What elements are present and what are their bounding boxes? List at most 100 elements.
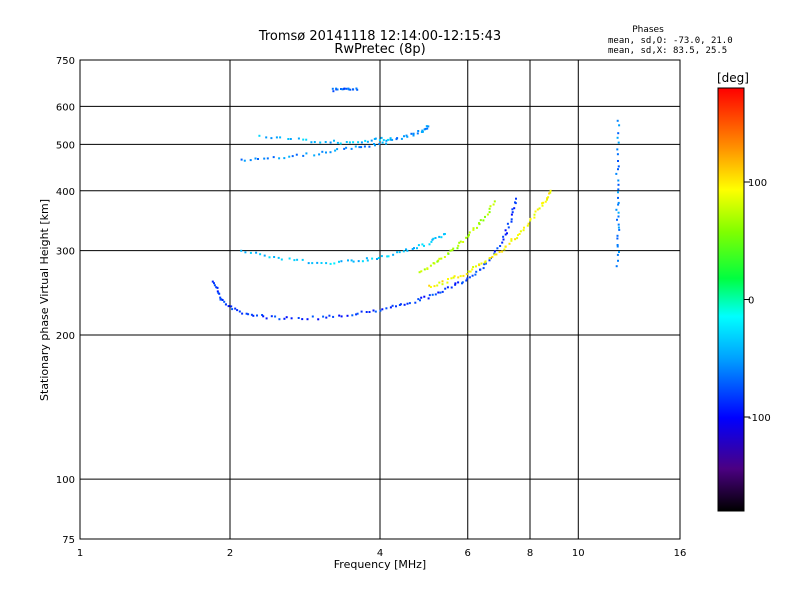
echo-point (436, 284, 439, 287)
echo-point (365, 257, 368, 260)
echo-point (617, 191, 619, 194)
echo-point (391, 304, 394, 307)
echo-point (381, 308, 384, 311)
echo-point (472, 227, 475, 230)
colorbar-gradient (717, 87, 745, 512)
trace (240, 125, 430, 162)
echo-point (398, 251, 401, 254)
echo-point (366, 140, 369, 143)
echo-point (240, 158, 243, 161)
echo-point (333, 139, 335, 142)
echo-point (352, 141, 355, 144)
echo-point (433, 262, 436, 265)
echo-point (616, 253, 619, 256)
echo-point (457, 244, 460, 247)
plot-frame (79, 59, 681, 540)
echo-point (514, 201, 516, 204)
echo-point (426, 267, 429, 270)
x-tick-label: 16 (674, 548, 687, 559)
echo-point (465, 236, 468, 239)
echo-point (306, 318, 309, 321)
echo-point (431, 293, 434, 296)
echo-point (428, 294, 431, 297)
echo-point (408, 302, 411, 305)
echo-point (391, 138, 394, 141)
echo-point (517, 234, 519, 237)
echo-point (389, 306, 392, 309)
echo-point (352, 260, 355, 263)
echo-point (305, 138, 308, 141)
echo-point (475, 270, 478, 273)
echo-point (328, 314, 331, 317)
echo-point (297, 317, 300, 319)
echo-point (368, 145, 371, 148)
echo-point (371, 257, 374, 260)
echo-point (549, 189, 552, 192)
stats-header: Phases (632, 25, 664, 35)
echo-point (417, 298, 420, 301)
echo-point (266, 157, 269, 160)
echo-point (434, 237, 437, 239)
echo-point (340, 315, 343, 318)
echo-point (250, 313, 253, 316)
echo-point (366, 259, 369, 262)
chart-title: Tromsø 20141118 12:14:00-12:15:43 (258, 29, 501, 44)
echo-point (413, 247, 415, 250)
echo-point (546, 198, 548, 201)
echo-point (615, 265, 618, 268)
echo-point (447, 252, 450, 255)
echo-point (332, 90, 335, 93)
echo-point (493, 253, 496, 256)
echo-point (374, 137, 377, 140)
x-tick-label: 10 (572, 548, 585, 559)
echo-point (474, 273, 477, 276)
x-axis-label: Frequency [MHz] (334, 558, 426, 571)
echo-point (403, 135, 405, 138)
echo-point (475, 265, 477, 268)
echo-point (381, 141, 384, 144)
echo-point (302, 138, 305, 141)
echo-point (318, 153, 321, 156)
echo-point (483, 263, 486, 266)
echo-point (261, 314, 264, 316)
echo-point (219, 296, 222, 299)
echo-point (345, 141, 348, 143)
echo-point (227, 305, 230, 308)
echo-point (617, 168, 619, 171)
echo-point (360, 141, 363, 144)
echo-point (254, 157, 257, 160)
echo-point (387, 138, 389, 141)
echo-point (510, 218, 513, 221)
echo-point (345, 87, 348, 90)
echo-point (544, 200, 547, 203)
echo-point (400, 137, 403, 140)
colorbar: [deg] 100 0 -100 (717, 71, 771, 512)
echo-point (339, 142, 342, 145)
echo-point (349, 88, 352, 91)
echo-point (402, 250, 405, 253)
echo-point (283, 317, 286, 320)
echo-point (273, 256, 276, 258)
echo-point (425, 125, 428, 128)
y-tick-label: 75 (62, 535, 75, 546)
echo-point (510, 213, 513, 216)
echo-point (278, 157, 281, 160)
echo-point (498, 250, 501, 253)
x-tick-label: 8 (527, 548, 533, 559)
echo-point (478, 222, 480, 225)
echo-point (538, 207, 541, 210)
echo-point (536, 208, 539, 211)
echo-point (351, 314, 354, 317)
echo-point (468, 276, 471, 279)
echo-point (458, 241, 461, 244)
echo-point (274, 315, 277, 318)
echo-point (410, 132, 413, 135)
echo-point (386, 255, 389, 258)
echo-point (416, 132, 419, 135)
echo-point (378, 139, 381, 142)
echo-point (459, 240, 462, 243)
echo-point (256, 314, 258, 317)
echo-point (426, 127, 429, 130)
echo-point (416, 247, 418, 250)
